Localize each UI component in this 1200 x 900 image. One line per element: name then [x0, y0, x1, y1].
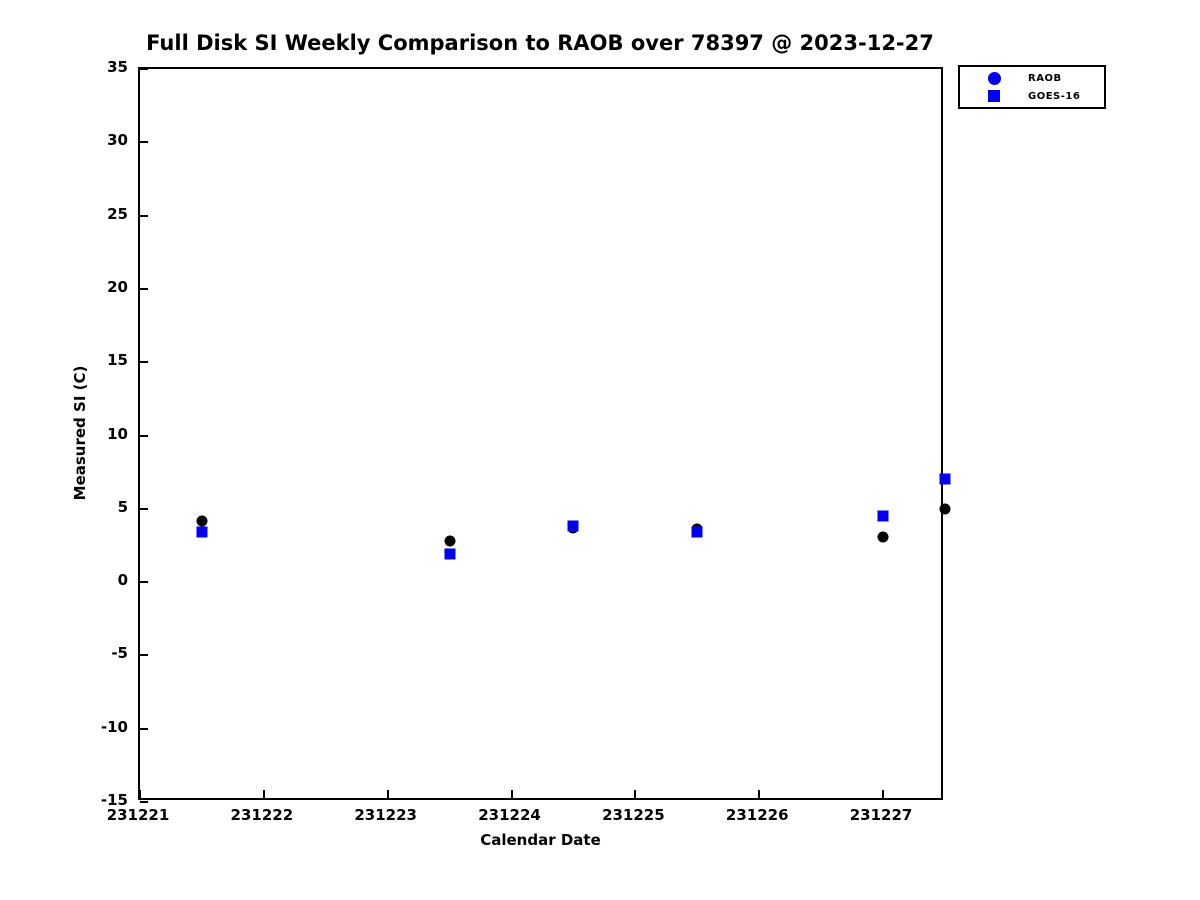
legend-label-goes16: GOES-16	[1028, 90, 1081, 102]
legend-row-goes16: GOES-16	[960, 90, 1104, 102]
point-goes-16-0	[196, 526, 208, 538]
point-goes-16-4	[877, 510, 889, 522]
x-tick	[882, 790, 885, 798]
y-tick-label: 35	[107, 58, 128, 76]
y-tick-label: -5	[111, 644, 128, 663]
x-tick-label: 231227	[849, 806, 913, 824]
raob-circle-icon	[987, 72, 1001, 85]
y-tick-label: 25	[107, 204, 128, 223]
x-tick-label: 231226	[725, 806, 789, 824]
legend-label-raob: RAOB	[1028, 73, 1062, 84]
point-raob-5	[939, 503, 951, 515]
y-tick	[140, 727, 148, 730]
y-tick	[140, 214, 148, 217]
point-goes-16-1	[444, 548, 456, 560]
x-tick	[139, 790, 141, 798]
x-tick	[634, 790, 637, 798]
x-tick-label: 231222	[230, 806, 294, 824]
chart-title: Full Disk SI Weekly Comparison to RAOB o…	[146, 31, 934, 55]
x-tick	[758, 790, 761, 798]
y-tick-label: -15	[100, 791, 128, 809]
point-goes-16-3	[691, 526, 703, 538]
y-tick-label: 20	[107, 277, 128, 296]
plot-area	[138, 67, 951, 803]
legend: RAOB GOES-16	[958, 65, 1106, 109]
y-tick-label: 5	[117, 497, 128, 516]
y-tick-label: 15	[107, 351, 128, 370]
x-tick-label: 231221	[106, 806, 170, 824]
y-tick	[140, 434, 148, 437]
x-axis-label: Calendar Date	[480, 831, 601, 849]
y-tick-label: 10	[107, 424, 128, 443]
legend-row-raob: RAOB	[960, 72, 1104, 85]
y-tick	[140, 361, 148, 364]
y-tick-label: -10	[100, 717, 128, 736]
y-tick	[140, 654, 148, 657]
x-tick-label: 231225	[602, 806, 665, 824]
legend-marker-cell	[960, 72, 1028, 85]
y-tick	[140, 68, 148, 70]
y-tick	[140, 507, 148, 510]
x-tick-label: 231224	[478, 806, 541, 824]
x-tick	[262, 790, 265, 798]
y-tick	[140, 141, 148, 144]
point-raob-4	[877, 531, 889, 543]
point-goes-16-2	[567, 520, 579, 532]
y-tick-label: 0	[117, 571, 128, 590]
point-raob-0	[196, 515, 208, 527]
legend-marker-cell	[960, 90, 1028, 102]
x-tick	[510, 790, 513, 798]
y-tick	[140, 287, 148, 290]
goes16-square-icon	[988, 90, 1000, 102]
point-goes-16-5	[939, 473, 951, 485]
x-tick	[386, 790, 389, 798]
y-tick	[140, 581, 148, 584]
x-tick-label: 231223	[354, 806, 417, 824]
y-tick-label: 30	[107, 131, 128, 150]
y-tick	[140, 801, 148, 803]
point-raob-1	[444, 535, 456, 547]
